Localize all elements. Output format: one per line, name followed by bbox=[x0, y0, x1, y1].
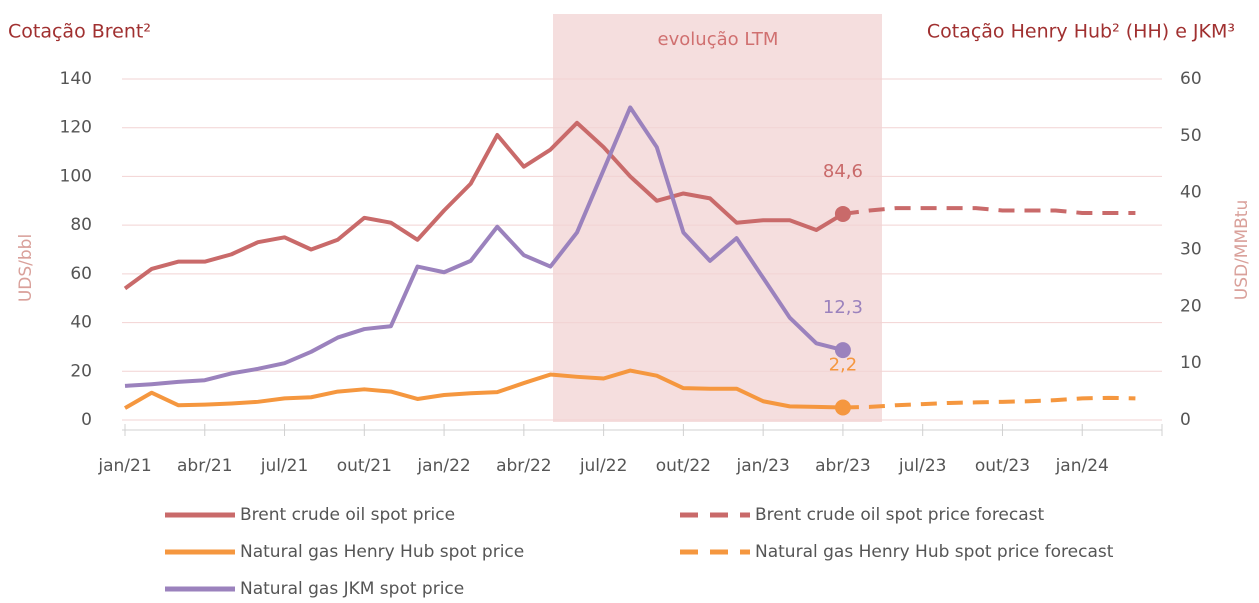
x-tick-label: out/22 bbox=[656, 456, 711, 476]
y-tick-label: 100 bbox=[60, 166, 92, 186]
x-tick-label: jan/21 bbox=[97, 456, 151, 476]
chart-title-right: Cotação Henry Hub² (HH) e JKM³ bbox=[927, 21, 1235, 43]
series-line bbox=[124, 368, 843, 410]
x-tick-label: jul/21 bbox=[260, 456, 309, 476]
x-tick-label: jul/22 bbox=[579, 456, 628, 476]
y2-tick-label: 20 bbox=[1180, 296, 1202, 316]
series-line bbox=[123, 120, 844, 291]
y2-tick-label: 30 bbox=[1180, 240, 1202, 260]
ltm-annotation: evolução LTM bbox=[658, 29, 779, 50]
x-tick-label: out/21 bbox=[337, 456, 392, 476]
y2-tick-label: 60 bbox=[1180, 69, 1202, 89]
y-tick-label: 120 bbox=[60, 118, 92, 138]
end-point bbox=[834, 342, 851, 359]
x-tick-label: abr/21 bbox=[177, 456, 233, 476]
y-tick-label: 0 bbox=[81, 410, 92, 430]
x-tick-label: jul/23 bbox=[898, 456, 947, 476]
x-tick-label: abr/22 bbox=[496, 456, 552, 476]
series-line bbox=[842, 395, 1136, 410]
chart-title: Cotação Brent² bbox=[8, 21, 151, 43]
y-tick-label: 20 bbox=[70, 361, 92, 381]
legend-label: Natural gas Henry Hub spot price bbox=[240, 542, 524, 562]
legend-label: Brent crude oil spot price bbox=[240, 505, 455, 525]
legend-label: Natural gas JKM spot price bbox=[240, 579, 464, 599]
y-tick-label: 60 bbox=[70, 264, 92, 284]
y2-tick-label: 50 bbox=[1180, 126, 1202, 146]
value-label: 12,3 bbox=[823, 297, 863, 318]
legend-label: Natural gas Henry Hub spot price forecas… bbox=[755, 542, 1114, 562]
y2-axis-label: USD/MMBtu bbox=[1232, 200, 1252, 301]
x-tick-label: jan/22 bbox=[416, 456, 470, 476]
y2-tick-label: 10 bbox=[1180, 353, 1202, 373]
ltm-region bbox=[553, 14, 882, 422]
y-axis-label: UDS/bbl bbox=[16, 234, 36, 302]
x-tick-label: abr/23 bbox=[815, 456, 871, 476]
y2-tick-label: 0 bbox=[1180, 410, 1191, 430]
value-label: 2,2 bbox=[829, 354, 858, 375]
y-tick-label: 40 bbox=[70, 313, 92, 333]
legend-label: Brent crude oil spot price forecast bbox=[755, 505, 1045, 525]
x-tick-label: jan/24 bbox=[1055, 456, 1109, 476]
x-tick-label: out/23 bbox=[975, 456, 1030, 476]
series-line bbox=[842, 206, 1136, 216]
y-tick-label: 80 bbox=[70, 215, 92, 235]
value-label: 84,6 bbox=[823, 161, 863, 182]
y2-tick-label: 40 bbox=[1180, 183, 1202, 203]
x-tick-label: jan/23 bbox=[736, 456, 790, 476]
y-tick-label: 140 bbox=[60, 69, 92, 89]
series-line bbox=[124, 105, 844, 388]
